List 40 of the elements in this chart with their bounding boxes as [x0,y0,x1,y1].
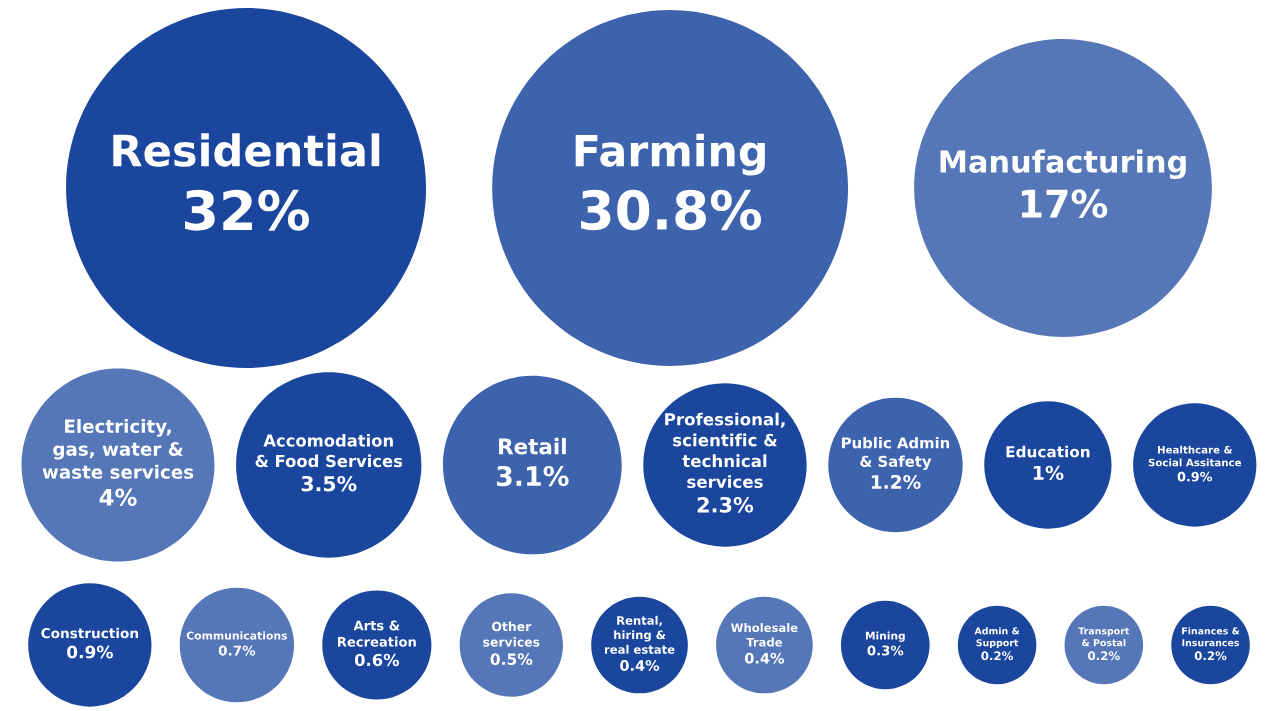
data-label: 0.6% [354,653,400,667]
data-label: 2.3% [697,496,754,513]
category-label: Retail [499,437,566,455]
category-label: Mining [865,631,905,642]
category-label: Communications [186,631,288,640]
data-label: 3.1% [496,465,569,487]
data-label: 4% [99,488,137,506]
data-label: 1% [1033,465,1064,481]
category-label: Construction [41,627,138,639]
category-label: Finances & Insurances [1182,627,1240,647]
data-label: 0.2% [1194,651,1227,661]
data-label: 0.3% [867,645,904,656]
category-label: Residential [113,133,380,167]
data-label: 0.9% [67,645,113,659]
category-label: Transport & Postal [1078,627,1130,647]
data-label: 0.7% [218,645,256,656]
category-label: Manufacturing [940,149,1186,180]
data-label: 0.2% [981,651,1014,661]
data-label: 0.5% [490,653,533,666]
category-label: Healthcare & Social Assitance [1148,445,1242,467]
category-label: Accomodation & Food Services [255,434,403,468]
category-label: Electricity, gas, water & waste services [42,418,194,479]
category-label: Other services [483,621,540,647]
category-label: Public Admin & Safety [842,436,950,470]
category-label: Wholesale Trade [731,623,798,647]
data-label: 0.2% [1088,651,1120,661]
category-label: Admin & Support [974,627,1020,649]
category-label: Professional, scientific & technical services [665,412,785,489]
data-label: 30.8% [581,189,762,231]
data-label: 0.4% [620,659,660,671]
category-label: Farming [575,133,765,176]
data-label: 0.4% [745,652,785,664]
category-label: Arts & Recreation [338,620,416,647]
category-label: Rental, hiring & real estate [605,615,675,654]
data-label: 17% [1021,189,1108,218]
data-label: 0.9% [1177,471,1213,482]
data-label: 32% [185,189,309,231]
data-label: 1.2% [871,474,921,489]
category-label: Education [1006,445,1090,458]
data-label: 3.5% [301,475,357,492]
